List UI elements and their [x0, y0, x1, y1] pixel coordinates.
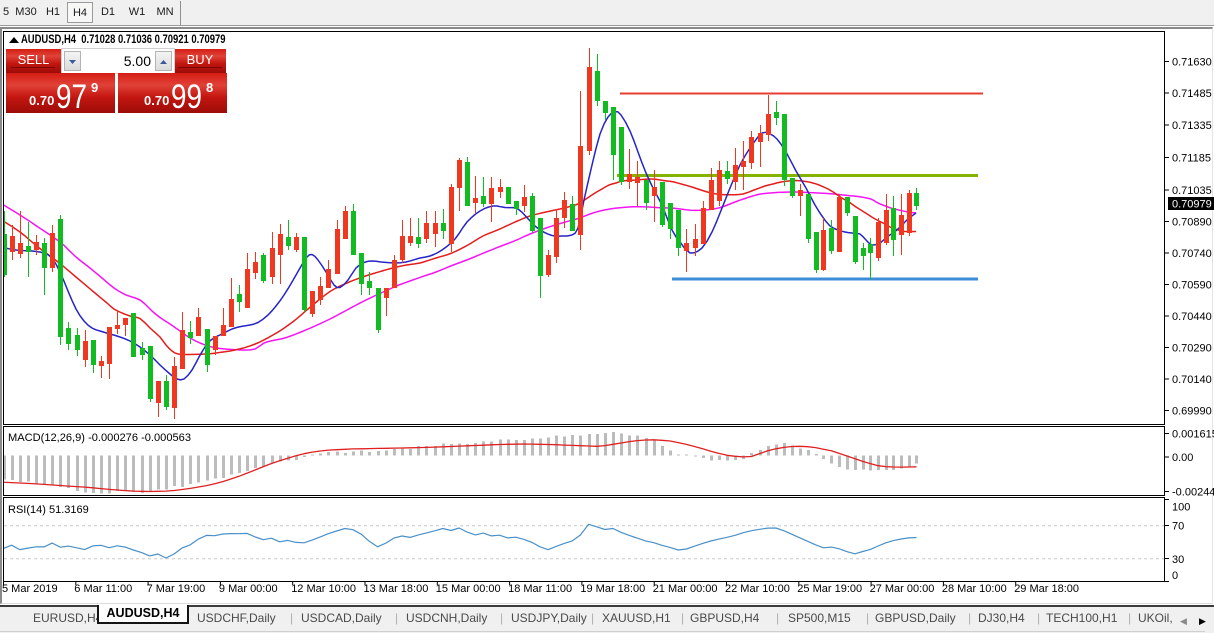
svg-text:0.70440: 0.70440: [1172, 311, 1212, 323]
svg-text:0.00: 0.00: [1172, 452, 1193, 464]
svg-text:0.70590: 0.70590: [1172, 280, 1212, 292]
svg-text:RSI(14) 51.3169: RSI(14) 51.3169: [8, 504, 89, 516]
svg-text:100: 100: [1172, 502, 1190, 514]
svg-text:MACD(12,26,9) -0.000276 -0.000: MACD(12,26,9) -0.000276 -0.000563: [8, 432, 191, 444]
svg-text:21 Mar 00:00: 21 Mar 00:00: [653, 583, 718, 595]
svg-text:0: 0: [1172, 570, 1178, 582]
svg-text:27 Mar 00:00: 27 Mar 00:00: [870, 583, 935, 595]
svg-text:6 Mar 11:00: 6 Mar 11:00: [74, 583, 132, 595]
svg-text:5 Mar 2019: 5 Mar 2019: [2, 583, 58, 595]
svg-text:18 Mar 11:00: 18 Mar 11:00: [508, 583, 572, 595]
svg-text:-0.002443: -0.002443: [1172, 487, 1214, 499]
svg-text:0.71485: 0.71485: [1172, 88, 1212, 100]
svg-text:0.71035: 0.71035: [1172, 185, 1212, 197]
svg-text:13 Mar 18:00: 13 Mar 18:00: [364, 583, 429, 595]
svg-text:30: 30: [1172, 554, 1184, 566]
svg-text:0.70979: 0.70979: [1172, 199, 1212, 211]
svg-text:0.71185: 0.71185: [1172, 153, 1211, 165]
svg-text:19 Mar 18:00: 19 Mar 18:00: [580, 583, 645, 595]
svg-text:0.001615: 0.001615: [1172, 429, 1214, 441]
svg-text:0.70740: 0.70740: [1172, 248, 1212, 260]
svg-text:15 Mar 00:00: 15 Mar 00:00: [436, 583, 501, 595]
svg-text:0.71630: 0.71630: [1172, 57, 1212, 69]
svg-text:25 Mar 19:00: 25 Mar 19:00: [797, 583, 862, 595]
svg-text:12 Mar 10:00: 12 Mar 10:00: [291, 583, 356, 595]
svg-text:28 Mar 10:00: 28 Mar 10:00: [942, 583, 1007, 595]
svg-text:22 Mar 10:00: 22 Mar 10:00: [725, 583, 790, 595]
svg-text:0.70290: 0.70290: [1172, 343, 1212, 355]
svg-text:9 Mar 00:00: 9 Mar 00:00: [219, 583, 278, 595]
svg-text:0.70890: 0.70890: [1172, 217, 1212, 229]
svg-text:0.71335: 0.71335: [1172, 120, 1212, 132]
svg-text:7 Mar 19:00: 7 Mar 19:00: [147, 583, 206, 595]
svg-text:29 Mar 18:00: 29 Mar 18:00: [1014, 583, 1079, 595]
svg-text:0.70140: 0.70140: [1172, 374, 1212, 386]
svg-text:70: 70: [1172, 521, 1184, 533]
svg-text:0.69990: 0.69990: [1172, 406, 1212, 418]
